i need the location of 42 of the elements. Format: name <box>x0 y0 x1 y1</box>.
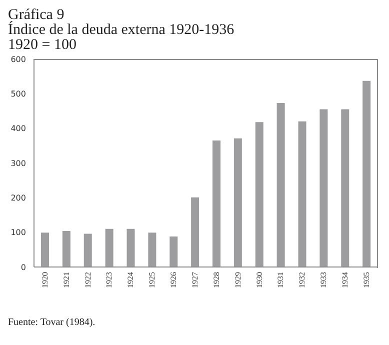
bar <box>320 109 328 267</box>
x-tick-label: 1927 <box>190 272 200 288</box>
x-tick-label: 1926 <box>169 272 178 288</box>
y-tick-label: 600 <box>10 54 26 64</box>
bar <box>126 228 135 267</box>
bar <box>84 234 92 267</box>
y-tick-label: 400 <box>10 124 26 134</box>
bar <box>362 80 371 267</box>
x-tick-label: 1925 <box>148 272 157 288</box>
x-tick-label: 1922 <box>83 272 92 288</box>
x-tick-label: 1924 <box>126 272 136 288</box>
bar <box>341 109 350 267</box>
y-tick-label: 0 <box>20 262 26 272</box>
x-tick-label: 1935 <box>362 272 371 288</box>
x-tick-label: 1934 <box>340 272 350 288</box>
source-note: Fuente: Tovar (1984). <box>8 317 96 328</box>
bar <box>41 232 49 267</box>
y-tick-label: 300 <box>10 158 26 168</box>
x-tick-label: 1920 <box>40 272 50 288</box>
y-tick-label: 500 <box>10 90 26 99</box>
x-tick-label: 1930 <box>254 272 264 288</box>
bar <box>170 236 178 267</box>
bar <box>105 228 114 267</box>
bar <box>191 197 200 267</box>
bar <box>298 121 306 267</box>
x-tick-label: 1928 <box>212 272 221 288</box>
x-tick-label: 1933 <box>319 272 328 288</box>
bar <box>148 232 156 267</box>
text: 1920 = 100 <box>8 37 78 53</box>
bar <box>276 103 285 267</box>
bar <box>234 138 242 267</box>
bar <box>255 122 264 267</box>
chart-subtitle: Índice de la deuda externa 1920-1936 <box>8 22 236 38</box>
bar <box>62 230 70 267</box>
x-tick-label: 1929 <box>233 272 242 288</box>
x-tick-label: 1932 <box>298 272 307 288</box>
bar <box>212 140 220 267</box>
x-tick-label: 1931 <box>276 272 286 288</box>
y-tick-label: 200 <box>10 194 26 203</box>
y-tick-label: 100 <box>10 228 26 238</box>
x-tick-label: 1921 <box>62 272 71 288</box>
x-tick-label: 1923 <box>104 272 114 288</box>
